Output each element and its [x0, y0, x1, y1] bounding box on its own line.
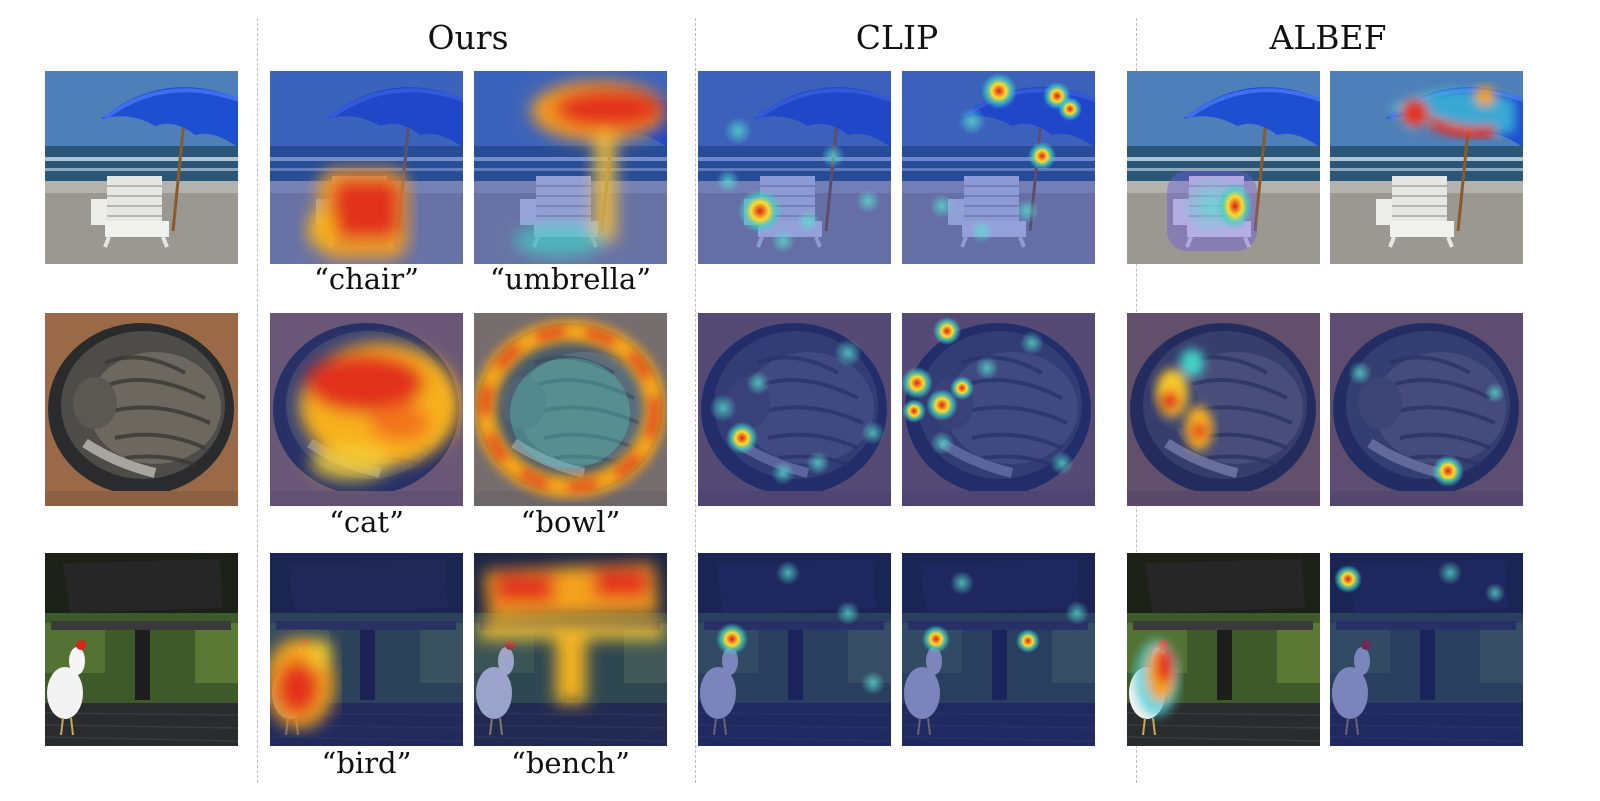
heatmap-albef-bird: [1127, 553, 1320, 746]
heatmap-clip-bench: [902, 553, 1095, 746]
heatmap-clip-cat: [698, 313, 891, 506]
heatmap-clip-umbrella: [902, 71, 1095, 264]
heatmap-clip-bird: [698, 553, 891, 746]
heatmap-albef-umbrella: [1330, 71, 1523, 264]
caption-bench: “bench”: [511, 746, 630, 780]
column-title-clip: CLIP: [855, 18, 939, 57]
caption-bird: “bird”: [321, 746, 412, 780]
original-image-beach: [45, 71, 238, 264]
caption-chair: “chair”: [314, 262, 419, 296]
heatmap-clip-chair: [698, 71, 891, 264]
heatmap-ours-chair: [270, 71, 463, 264]
divider-1: [257, 18, 258, 783]
column-title-ours: Ours: [427, 18, 509, 57]
heatmap-ours-bird: [270, 553, 463, 746]
original-image-rooster: [45, 553, 238, 746]
heatmap-clip-bowl: [902, 313, 1095, 506]
column-title-albef: ALBEF: [1269, 18, 1387, 57]
heatmap-albef-bowl: [1330, 313, 1523, 506]
heatmap-albef-bench: [1330, 553, 1523, 746]
caption-bowl: “bowl”: [520, 505, 621, 539]
caption-umbrella: “umbrella”: [489, 262, 652, 296]
heatmap-albef-chair: [1127, 71, 1320, 264]
heatmap-ours-cat: [270, 313, 463, 506]
divider-2: [695, 18, 696, 783]
heatmap-ours-bowl: [474, 313, 667, 506]
heatmap-ours-umbrella: [474, 71, 667, 264]
original-image-cat: [45, 313, 238, 506]
heatmap-ours-bench: [474, 553, 667, 746]
caption-cat: “cat”: [329, 505, 404, 539]
heatmap-albef-cat: [1127, 313, 1320, 506]
